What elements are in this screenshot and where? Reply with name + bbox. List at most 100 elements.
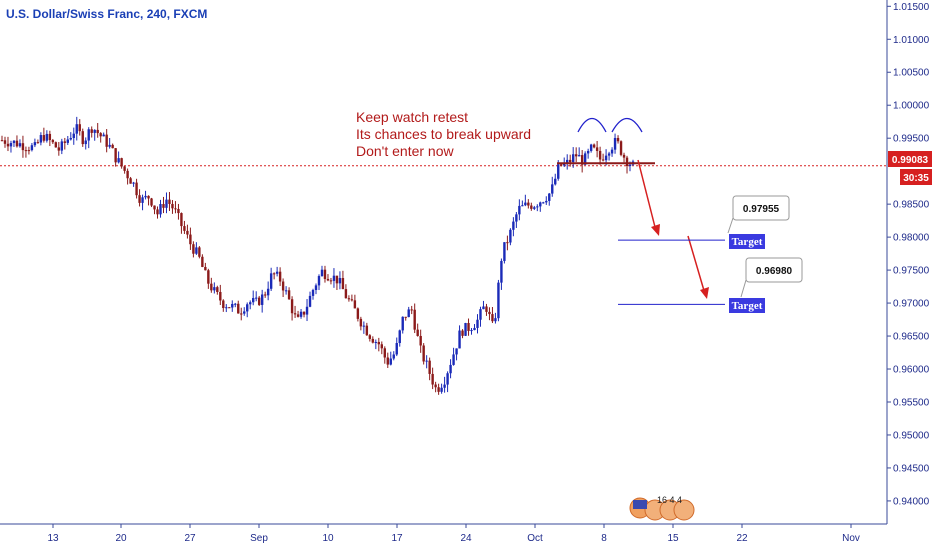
candle — [284, 286, 288, 295]
candle — [150, 197, 153, 208]
y-tick-label: 1.00500 — [893, 68, 930, 79]
candle — [431, 367, 434, 390]
y-tick-label: 0.98000 — [893, 233, 930, 244]
x-tick-label: 15 — [667, 533, 679, 544]
candle — [201, 254, 204, 268]
candle — [18, 139, 22, 148]
y-tick-label: 0.98500 — [893, 200, 930, 211]
candle — [87, 127, 90, 149]
x-tick-label: Sep — [250, 533, 268, 544]
candle — [135, 178, 138, 199]
candle — [482, 300, 485, 310]
y-tick-label: 0.94000 — [893, 496, 930, 507]
current-price-tag: 0.99083 30:35 — [888, 151, 932, 185]
candle — [57, 141, 61, 156]
candle — [577, 147, 581, 157]
candle — [455, 348, 458, 361]
candle — [407, 306, 410, 318]
chart-title: U.S. Dollar/Swiss Franc, 240, FXCM — [6, 7, 207, 21]
candle — [359, 316, 363, 331]
note-line-2: Its chances to break upward — [356, 126, 531, 142]
candle — [252, 290, 255, 306]
countdown-label: 30:35 — [903, 173, 929, 184]
candle — [141, 194, 144, 211]
candle — [619, 140, 623, 157]
candle — [404, 316, 407, 321]
candle — [69, 132, 72, 141]
candle — [54, 141, 58, 148]
candle — [458, 325, 461, 349]
candle — [449, 359, 452, 379]
candle — [443, 376, 446, 393]
candle — [542, 201, 545, 204]
candle — [278, 267, 282, 287]
candles — [0, 116, 635, 395]
candle — [117, 151, 120, 164]
candle — [545, 196, 548, 205]
candle — [165, 192, 168, 214]
y-tick-label: 0.97500 — [893, 266, 930, 277]
down-arrow-1 — [637, 159, 660, 236]
y-axis-ticks: 1.01500 1.01000 1.00500 1.00000 0.99500 0.985… — [887, 2, 930, 507]
note-line-3: Don't enter now — [356, 143, 455, 159]
candle — [290, 296, 294, 321]
candle — [509, 228, 512, 246]
y-tick-label: 1.01000 — [893, 35, 930, 46]
candle — [272, 272, 276, 280]
candle — [12, 140, 16, 147]
candle — [566, 154, 569, 170]
candle — [500, 258, 503, 290]
candle — [574, 147, 578, 163]
candle — [249, 300, 252, 310]
candle — [428, 357, 431, 381]
candle — [380, 341, 383, 355]
candle — [311, 288, 315, 300]
candle — [108, 138, 111, 149]
candle — [216, 285, 219, 295]
candle — [168, 191, 171, 211]
candle — [422, 343, 425, 365]
candle — [488, 307, 491, 321]
x-tick-label: 20 — [115, 533, 127, 544]
candle — [461, 329, 464, 339]
candle — [446, 371, 449, 393]
candle — [102, 132, 105, 137]
candle — [66, 135, 69, 145]
candle — [589, 143, 593, 153]
note-line-1: Keep watch retest — [356, 109, 468, 125]
candle — [335, 275, 339, 291]
candle — [302, 311, 306, 318]
candle — [494, 312, 497, 324]
candle — [326, 274, 330, 282]
candle — [81, 128, 84, 147]
candle — [362, 321, 366, 334]
candle — [383, 346, 386, 364]
y-tick-label: 0.97000 — [893, 299, 930, 310]
candle — [497, 279, 500, 322]
candle — [491, 307, 494, 324]
x-tick-label: 13 — [47, 533, 59, 544]
candle — [138, 189, 141, 207]
candle — [210, 277, 213, 293]
candle — [39, 132, 43, 146]
candle — [413, 303, 416, 334]
candle — [386, 352, 389, 368]
candle — [281, 278, 285, 297]
candle — [344, 284, 348, 299]
candle — [338, 271, 342, 290]
x-tick-label: 10 — [322, 533, 334, 544]
target-tag-1-text: Target — [732, 236, 763, 248]
candle — [470, 328, 473, 335]
candle — [515, 212, 518, 228]
candle — [536, 204, 539, 212]
candle — [299, 309, 303, 319]
candle — [293, 305, 297, 318]
candle — [243, 307, 246, 316]
y-tick-label: 0.95000 — [893, 430, 930, 441]
candle — [308, 291, 312, 308]
candle — [257, 295, 261, 307]
candle — [512, 217, 515, 237]
candle — [347, 295, 351, 302]
candle — [198, 246, 201, 259]
